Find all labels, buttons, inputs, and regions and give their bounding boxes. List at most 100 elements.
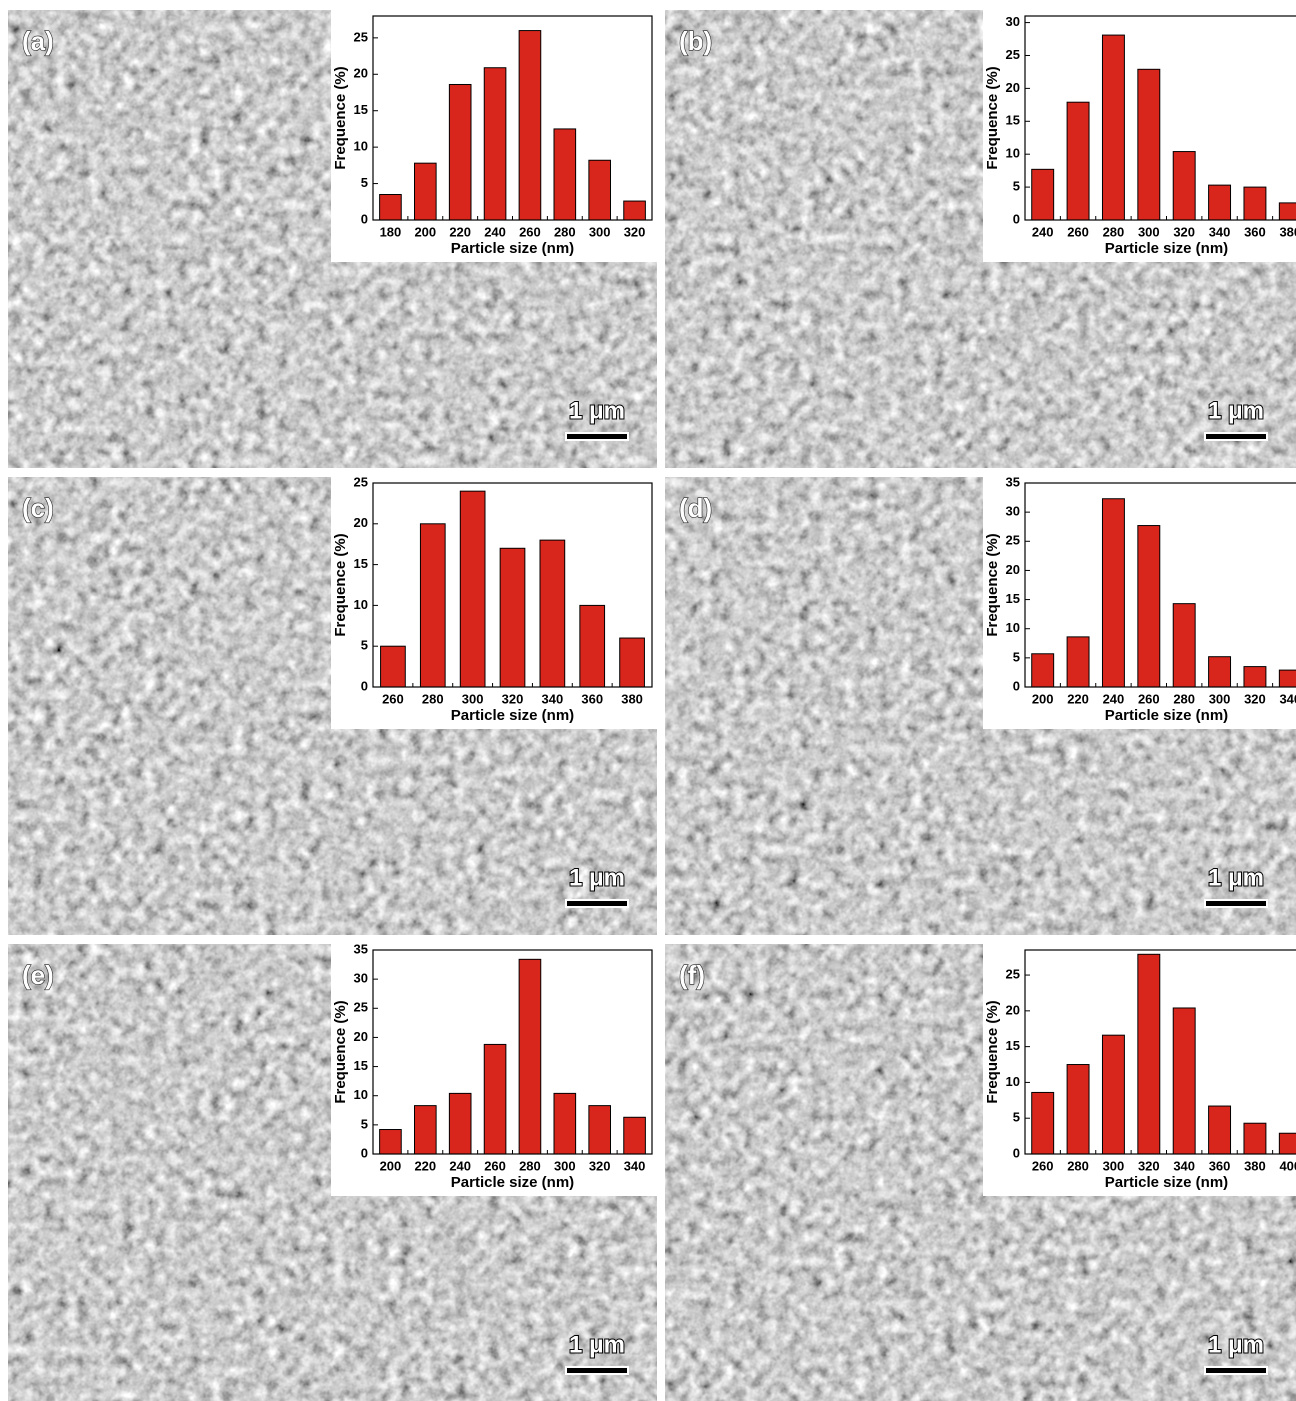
bar (624, 1117, 646, 1154)
x-axis-title: Particle size (nm) (1105, 707, 1228, 724)
x-tick-label: 380 (1279, 224, 1296, 239)
y-axis-title: Frequence (%) (332, 1000, 349, 1103)
y-tick-label: 5 (361, 175, 368, 190)
panel-label: (d) (679, 493, 712, 523)
bar (540, 540, 565, 687)
y-axis-title: Frequence (%) (984, 533, 1001, 636)
x-tick-label: 340 (1279, 691, 1296, 706)
x-tick-label: 260 (382, 691, 404, 706)
bar (500, 548, 525, 687)
y-tick-label: 30 (1006, 504, 1020, 519)
scale-bar-label: 1 μm (569, 1331, 625, 1358)
x-tick-label: 320 (1244, 691, 1266, 706)
x-tick-label: 320 (589, 1158, 611, 1173)
bar (1032, 169, 1054, 220)
bar (1209, 657, 1231, 687)
bar (415, 1106, 437, 1154)
y-tick-label: 25 (1006, 966, 1020, 981)
x-tick-label: 340 (1209, 224, 1231, 239)
y-tick-label: 5 (361, 638, 368, 653)
bar (1067, 637, 1089, 687)
y-tick-label: 10 (354, 597, 368, 612)
x-tick-label: 360 (1209, 1158, 1231, 1173)
x-tick-label: 260 (484, 1158, 506, 1173)
x-tick-label: 360 (1244, 224, 1266, 239)
y-tick-label: 15 (354, 102, 368, 117)
x-tick-label: 300 (462, 691, 484, 706)
x-tick-label: 220 (1067, 691, 1089, 706)
y-tick-label: 10 (1006, 1074, 1020, 1089)
bar (1173, 604, 1195, 687)
scale-bar-label: 1 μm (1208, 864, 1264, 891)
x-tick-label: 260 (1138, 691, 1160, 706)
bar (1067, 102, 1089, 220)
scale-bar-label: 1 μm (1208, 397, 1264, 424)
scale-bar (1205, 1367, 1267, 1374)
y-tick-label: 5 (1013, 649, 1020, 664)
x-tick-label: 200 (414, 224, 436, 239)
scale-bar-label: 1 μm (1208, 1331, 1264, 1358)
y-tick-label: 10 (1006, 146, 1020, 161)
y-tick-label: 0 (1013, 678, 1020, 693)
bar (589, 1106, 611, 1154)
x-tick-label: 280 (519, 1158, 541, 1173)
x-tick-label: 340 (624, 1158, 646, 1173)
y-tick-label: 10 (354, 1087, 368, 1102)
scale-bar (566, 900, 628, 907)
y-tick-label: 25 (354, 1000, 368, 1015)
y-tick-label: 0 (361, 211, 368, 226)
bar (1138, 69, 1160, 220)
y-tick-label: 25 (354, 29, 368, 44)
x-tick-label: 220 (449, 224, 471, 239)
bar (1209, 185, 1231, 220)
x-tick-label: 200 (380, 1158, 402, 1173)
y-tick-label: 5 (361, 1116, 368, 1131)
bar (1032, 1092, 1054, 1154)
x-tick-label: 200 (1032, 691, 1054, 706)
x-axis-title: Particle size (nm) (451, 1174, 574, 1191)
x-tick-label: 180 (380, 224, 402, 239)
bar (1173, 1008, 1195, 1154)
y-tick-label: 35 (1006, 474, 1020, 489)
bar (1102, 499, 1124, 687)
y-tick-label: 15 (354, 556, 368, 571)
bar (589, 160, 611, 220)
bar (1067, 1065, 1089, 1154)
scale-bar (566, 1367, 628, 1374)
y-tick-label: 20 (354, 515, 368, 530)
scale-bar-label: 1 μm (569, 397, 625, 424)
x-tick-label: 240 (1032, 224, 1054, 239)
page: {"chart_data": [ {"type": "bar", "panel_… (0, 0, 1296, 1401)
bar (1244, 187, 1266, 220)
x-tick-label: 240 (484, 224, 506, 239)
bar (580, 605, 605, 687)
bar (554, 129, 576, 220)
x-tick-label: 300 (1209, 691, 1231, 706)
panel: (b)1 μm051015202530240260280300320340360… (665, 10, 1296, 468)
x-axis-title: Particle size (nm) (451, 707, 574, 724)
bar (449, 84, 471, 220)
x-tick-label: 260 (1032, 1158, 1054, 1173)
y-tick-label: 35 (354, 941, 368, 956)
bar (624, 201, 646, 220)
x-tick-label: 340 (542, 691, 564, 706)
bar (1279, 1133, 1296, 1154)
figure: (a)1 μm051015202518020022024026028030032… (0, 0, 1296, 1401)
y-axis-title: Frequence (%) (984, 66, 1001, 169)
bar (1209, 1106, 1231, 1154)
x-tick-label: 360 (581, 691, 603, 706)
bar (1102, 35, 1124, 220)
inset (331, 477, 657, 729)
y-axis-title: Frequence (%) (332, 533, 349, 636)
scale-bar (1205, 900, 1267, 907)
bar (554, 1093, 576, 1154)
bar (1244, 667, 1266, 687)
y-tick-label: 20 (1006, 1002, 1020, 1017)
x-tick-label: 260 (519, 224, 541, 239)
x-tick-label: 240 (1103, 691, 1125, 706)
bar (1138, 526, 1160, 687)
bar (1032, 654, 1054, 687)
bar (1279, 203, 1296, 220)
